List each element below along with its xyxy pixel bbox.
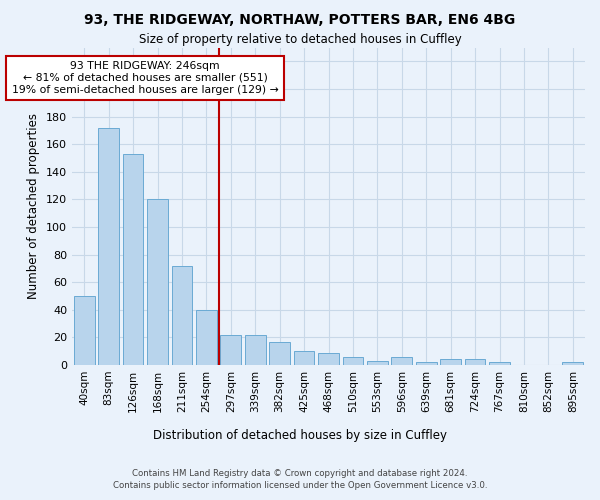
Y-axis label: Number of detached properties: Number of detached properties xyxy=(28,114,40,299)
Bar xyxy=(172,266,193,365)
Bar xyxy=(98,128,119,365)
Bar xyxy=(562,362,583,365)
Bar xyxy=(464,360,485,365)
Bar xyxy=(391,356,412,365)
Text: Distribution of detached houses by size in Cuffley: Distribution of detached houses by size … xyxy=(153,430,447,442)
Text: Contains HM Land Registry data © Crown copyright and database right 2024.
Contai: Contains HM Land Registry data © Crown c… xyxy=(113,468,487,490)
Bar xyxy=(122,154,143,365)
Bar xyxy=(343,356,364,365)
Bar xyxy=(196,310,217,365)
Bar xyxy=(367,361,388,365)
Bar xyxy=(220,334,241,365)
Bar xyxy=(318,352,339,365)
Bar xyxy=(147,200,168,365)
Bar xyxy=(293,351,314,365)
Bar xyxy=(440,360,461,365)
Bar xyxy=(245,334,266,365)
Bar xyxy=(416,362,437,365)
Bar xyxy=(74,296,95,365)
Text: Size of property relative to detached houses in Cuffley: Size of property relative to detached ho… xyxy=(139,32,461,46)
Bar xyxy=(269,342,290,365)
Text: 93 THE RIDGEWAY: 246sqm
← 81% of detached houses are smaller (551)
19% of semi-d: 93 THE RIDGEWAY: 246sqm ← 81% of detache… xyxy=(12,62,278,94)
Text: 93, THE RIDGEWAY, NORTHAW, POTTERS BAR, EN6 4BG: 93, THE RIDGEWAY, NORTHAW, POTTERS BAR, … xyxy=(85,12,515,26)
Bar xyxy=(489,362,510,365)
